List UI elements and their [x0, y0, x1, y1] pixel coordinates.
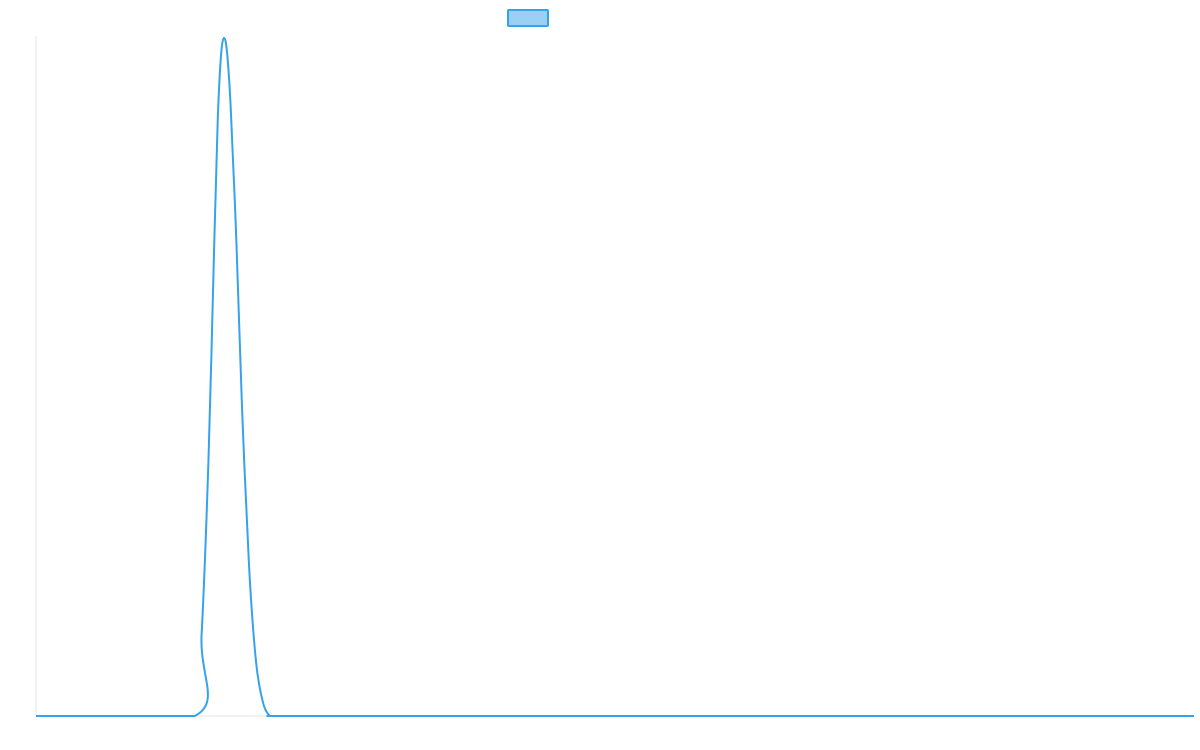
legend-swatch[interactable] — [507, 9, 549, 27]
series-layer — [36, 37, 1194, 718]
axes — [35, 36, 1194, 717]
series-line-0[interactable] — [36, 37, 1194, 718]
legend[interactable] — [507, 9, 549, 27]
